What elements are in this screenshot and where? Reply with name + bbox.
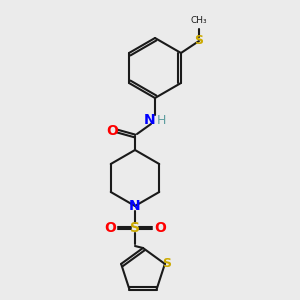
Text: S: S	[194, 34, 203, 47]
Text: O: O	[104, 221, 116, 235]
Text: S: S	[162, 257, 171, 270]
Text: CH₃: CH₃	[191, 16, 207, 25]
Text: N: N	[144, 113, 156, 127]
Text: N: N	[129, 199, 141, 213]
Text: O: O	[106, 124, 118, 138]
Text: S: S	[130, 221, 140, 235]
Text: O: O	[154, 221, 166, 235]
Text: H: H	[156, 115, 166, 128]
